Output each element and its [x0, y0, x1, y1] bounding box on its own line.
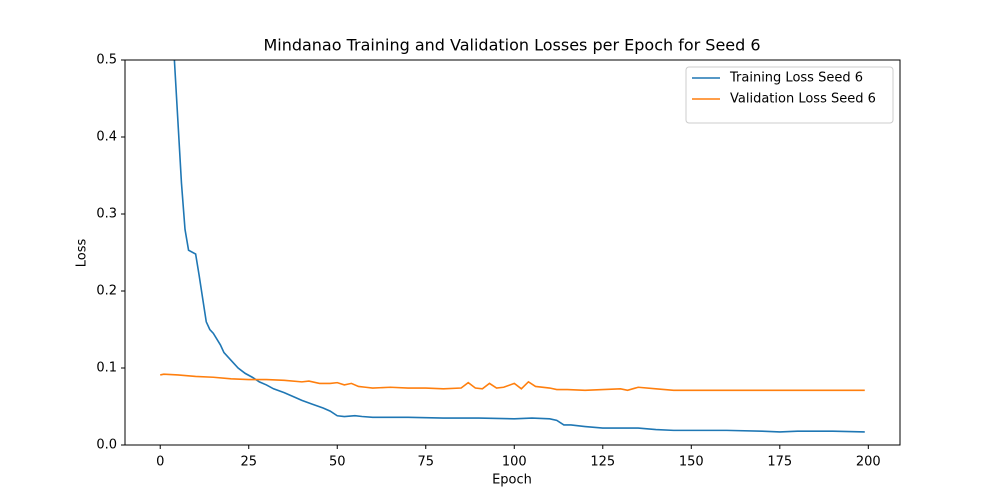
x-tick-label: 200: [856, 455, 881, 470]
x-tick-label: 75: [417, 455, 434, 470]
y-tick-label: 0.1: [96, 361, 117, 376]
series-line: [173, 60, 865, 433]
plot-area: [160, 60, 865, 433]
y-tick-label: 0.0: [96, 438, 117, 453]
y-tick-label: 0.2: [96, 284, 117, 299]
y-tick-label: 0.4: [96, 130, 117, 145]
y-tick-label: 0.3: [96, 207, 117, 222]
x-tick-label: 50: [329, 455, 346, 470]
x-tick-label: 150: [679, 455, 704, 470]
x-tick-label: 25: [240, 455, 257, 470]
legend-label: Validation Loss Seed 6: [730, 92, 876, 107]
chart-title: Mindanao Training and Validation Losses …: [263, 36, 760, 55]
legend-box: [685, 66, 894, 124]
x-tick-label: 125: [590, 455, 615, 470]
legend-label: Training Loss Seed 6: [729, 71, 863, 86]
y-tick-label: 0.5: [96, 53, 117, 68]
x-tick-label: 100: [502, 455, 527, 470]
x-tick-label: 0: [156, 455, 164, 470]
x-axis-label: Epoch: [492, 473, 532, 488]
axes-frame: [124, 59, 901, 446]
y-axis-label: Loss: [75, 239, 90, 268]
series-line: [160, 373, 865, 392]
x-tick-label: 175: [767, 455, 792, 470]
